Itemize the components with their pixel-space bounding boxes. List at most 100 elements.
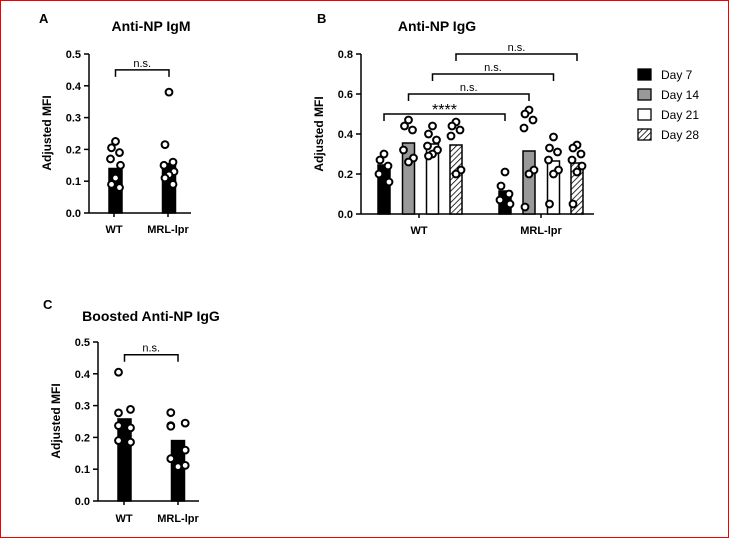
y-tick-label: 0.4	[338, 129, 354, 141]
y-tick-label: 0.1	[75, 464, 90, 476]
significance-bracket	[123, 353, 179, 362]
data-point	[116, 160, 125, 170]
data-point	[424, 129, 433, 139]
data-point	[166, 408, 176, 417]
data-point	[451, 169, 461, 179]
data-point	[384, 177, 394, 187]
data-point	[576, 149, 586, 159]
panel-label: B	[317, 11, 326, 26]
x-tick-label: WT	[115, 513, 132, 525]
data-point	[126, 423, 135, 433]
data-point	[111, 173, 120, 183]
x-tick-label: MRL-lpr	[520, 225, 562, 237]
data-point	[545, 143, 554, 153]
legend-label: Day 14	[661, 88, 699, 102]
data-point	[423, 141, 432, 151]
significance-bracket	[455, 53, 578, 61]
data-point	[126, 437, 135, 447]
data-point	[567, 155, 577, 165]
y-tick-label: 0.2	[66, 144, 81, 156]
data-point	[180, 445, 190, 455]
data-point	[106, 154, 115, 164]
data-point	[544, 155, 553, 165]
legend-label: Day 28	[661, 128, 699, 142]
panel-b: B Anti-NP IgG Adjusted MFI 0.0 0.2 0.4 0.6 0.8 W…	[312, 11, 699, 237]
data-point	[168, 157, 178, 167]
data-point	[553, 147, 562, 157]
data-point	[404, 157, 413, 167]
y-tick-label: 0.0	[66, 208, 81, 220]
data-point	[115, 148, 124, 157]
data-point	[168, 179, 178, 189]
data-point	[424, 151, 433, 161]
data-point	[504, 189, 514, 199]
significance-label: n.s.	[484, 62, 502, 74]
data-point	[432, 135, 441, 145]
data-point	[524, 169, 534, 179]
data-point	[572, 167, 582, 177]
data-point	[114, 436, 123, 445]
data-point	[500, 167, 510, 177]
panel-label: A	[39, 11, 49, 26]
panel-label: C	[43, 297, 53, 312]
significance-label: n.s.	[460, 82, 478, 94]
data-point	[114, 367, 123, 377]
legend-swatch	[637, 68, 652, 81]
data-point	[159, 160, 169, 170]
data-point	[520, 202, 530, 212]
data-point	[160, 173, 170, 183]
legend-label: Day 21	[661, 108, 699, 122]
data-point	[166, 421, 176, 431]
data-point	[160, 140, 170, 150]
y-tick-label: 0.2	[75, 432, 90, 444]
data-point	[126, 405, 135, 414]
y-tick-label: 0.3	[66, 113, 81, 125]
data-point	[404, 115, 413, 125]
data-point	[577, 161, 587, 171]
significance-bracket	[383, 113, 506, 121]
y-tick-label: 0.0	[75, 496, 90, 508]
significance-label: n.s.	[508, 42, 526, 54]
data-point	[447, 121, 457, 131]
data-point	[408, 125, 417, 135]
data-point	[115, 183, 124, 192]
y-tick-label: 0.6	[338, 89, 353, 101]
y-tick-label: 0.1	[66, 176, 81, 188]
x-tick-label: WT	[105, 224, 122, 236]
data-point	[455, 125, 465, 135]
significance-label: n.s.	[133, 58, 151, 70]
data-point	[107, 179, 116, 189]
data-point	[520, 109, 530, 119]
data-point	[505, 199, 515, 209]
data-point	[383, 161, 393, 171]
bar	[425, 143, 440, 215]
x-tick-label: MRL-lpr	[147, 224, 189, 236]
data-point	[446, 131, 456, 141]
data-point	[374, 169, 384, 179]
data-point	[399, 145, 408, 155]
data-point	[180, 418, 190, 428]
significance-bracket	[431, 73, 555, 81]
data-point	[428, 121, 437, 131]
data-point	[375, 155, 385, 165]
data-point	[568, 199, 578, 209]
significance-label: n.s.	[142, 343, 160, 355]
data-point	[379, 149, 389, 159]
data-point	[107, 143, 116, 153]
legend-swatch	[637, 88, 652, 101]
data-point	[400, 121, 409, 131]
data-point	[568, 143, 578, 153]
panel-c: C Boosted Anti-NP IgG Adjusted MFI 0.0 0.1 0.…	[43, 297, 220, 525]
chart-title: Anti-NP IgM	[111, 18, 190, 34]
significance-bracket	[407, 93, 530, 101]
y-axis-label: Adjusted MFI	[40, 95, 54, 170]
y-tick-label: 0.4	[66, 81, 82, 93]
chart-title: Anti-NP IgG	[398, 18, 476, 34]
legend-swatch	[637, 128, 652, 141]
significance-bracket	[114, 69, 170, 77]
y-tick-label: 0.4	[75, 369, 91, 381]
y-tick-label: 0.2	[338, 169, 353, 181]
y-tick-label: 0.3	[75, 401, 90, 413]
